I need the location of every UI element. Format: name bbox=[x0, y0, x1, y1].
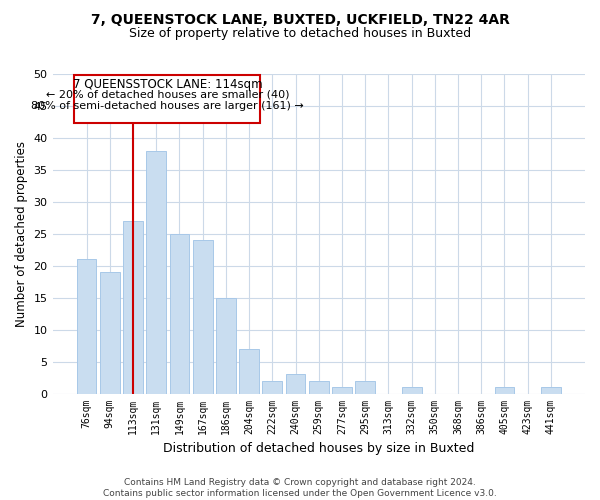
Text: Size of property relative to detached houses in Buxted: Size of property relative to detached ho… bbox=[129, 28, 471, 40]
Bar bbox=[146, 150, 166, 394]
Text: ← 20% of detached houses are smaller (40): ← 20% of detached houses are smaller (40… bbox=[46, 90, 290, 100]
Text: 7, QUEENSTOCK LANE, BUXTED, UCKFIELD, TN22 4AR: 7, QUEENSTOCK LANE, BUXTED, UCKFIELD, TN… bbox=[91, 12, 509, 26]
Bar bbox=[193, 240, 212, 394]
Bar bbox=[402, 387, 422, 394]
X-axis label: Distribution of detached houses by size in Buxted: Distribution of detached houses by size … bbox=[163, 442, 475, 455]
Bar bbox=[355, 381, 375, 394]
Bar bbox=[494, 387, 514, 394]
Bar bbox=[239, 349, 259, 394]
Bar bbox=[123, 221, 143, 394]
Bar bbox=[541, 387, 561, 394]
Y-axis label: Number of detached properties: Number of detached properties bbox=[15, 141, 28, 327]
Text: Contains HM Land Registry data © Crown copyright and database right 2024.
Contai: Contains HM Land Registry data © Crown c… bbox=[103, 478, 497, 498]
Bar bbox=[262, 381, 282, 394]
Bar bbox=[286, 374, 305, 394]
Text: 80% of semi-detached houses are larger (161) →: 80% of semi-detached houses are larger (… bbox=[31, 102, 304, 112]
Bar bbox=[309, 381, 329, 394]
Bar bbox=[77, 260, 97, 394]
Bar bbox=[100, 272, 119, 394]
FancyBboxPatch shape bbox=[74, 76, 260, 122]
Bar bbox=[170, 234, 190, 394]
Text: 7 QUEENSSTOCK LANE: 114sqm: 7 QUEENSSTOCK LANE: 114sqm bbox=[73, 78, 263, 92]
Bar bbox=[216, 298, 236, 394]
Bar bbox=[332, 387, 352, 394]
